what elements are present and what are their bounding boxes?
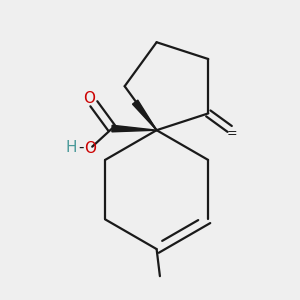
Text: O: O <box>85 141 97 156</box>
Text: H: H <box>66 140 77 155</box>
Text: O: O <box>83 91 95 106</box>
Polygon shape <box>133 100 157 130</box>
Text: -: - <box>79 140 84 155</box>
Polygon shape <box>112 125 157 132</box>
Text: =: = <box>227 127 238 140</box>
